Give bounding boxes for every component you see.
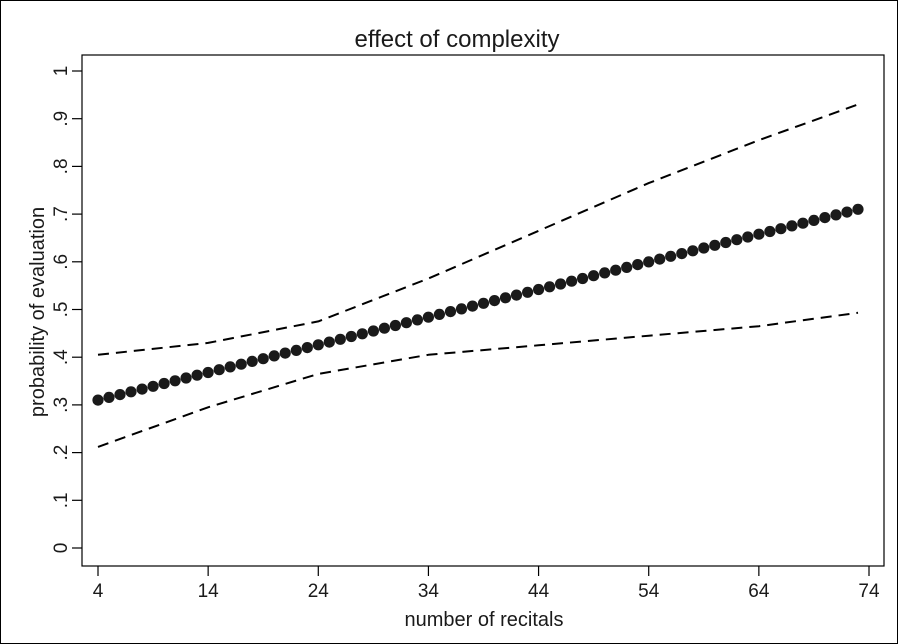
x-tick-label: 24 [308,581,330,602]
data-point [499,292,512,304]
data-point [147,380,159,392]
data-point [852,203,864,215]
y-tick-label: .9 [51,111,72,127]
data-point [169,375,181,387]
x-tick-label: 34 [418,581,440,602]
x-tick-label: 44 [528,581,550,602]
y-tick-label: .2 [51,445,72,461]
x-tick-label: 14 [198,581,220,602]
chart-title: effect of complexity [355,26,560,53]
x-axis-label: number of recitals [405,609,564,631]
data-point [268,350,280,362]
data-point [841,206,853,218]
data-point [720,236,732,249]
data-point [422,311,434,323]
x-tick-label: 64 [748,581,770,602]
y-tick-label: .8 [51,158,72,174]
data-point [301,342,313,354]
data-point [246,355,258,367]
data-point [224,361,236,373]
data-point [279,347,291,359]
y-tick-label: .6 [51,254,72,270]
data-point [411,314,423,326]
plot-area [81,54,885,567]
data-point [345,330,357,343]
data-point [367,325,379,337]
data-point [577,272,589,285]
data-point [544,281,556,293]
data-point [466,300,479,312]
y-tick-label: .4 [51,349,72,365]
y-tick-label: .3 [51,397,72,413]
data-point [819,212,831,224]
data-point [709,239,721,251]
data-point [158,377,170,390]
data-point [202,366,214,379]
data-point [621,261,633,273]
y-tick-label: 0 [51,543,72,554]
data-point [676,248,688,260]
data-point [632,259,644,271]
data-point [566,275,578,287]
data-point [323,336,335,348]
data-point [599,267,611,279]
data-point [400,317,412,329]
data-point [555,278,567,290]
data-point [180,372,192,384]
data-point [444,306,457,318]
y-tick-label: 1 [51,66,72,77]
data-point [731,234,743,246]
data-point [775,223,787,235]
data-point [742,231,754,243]
data-point [764,225,776,238]
data-point [103,391,115,403]
data-point [522,286,534,298]
data-point [654,253,666,265]
y-tick-label: .1 [51,492,72,508]
data-point [455,303,468,315]
data-point [356,328,368,340]
data-point [433,308,445,320]
data-point [235,358,247,370]
data-point [753,228,765,240]
y-tick-label: .5 [51,302,72,318]
data-point [488,295,501,307]
data-point [290,344,302,356]
data-point [191,369,203,381]
data-point [389,319,401,332]
data-point [588,270,600,282]
data-point [92,394,104,406]
y-tick-label: .7 [51,206,72,222]
y-axis-label: probability of evaluation [27,207,49,417]
data-point [125,386,137,398]
x-tick-label: 4 [93,581,104,602]
data-point [114,389,126,401]
data-point [378,322,390,334]
data-point [136,383,148,395]
data-point [533,283,545,296]
data-point [786,220,798,232]
lower-ci-line [97,311,859,448]
data-point [477,297,490,309]
data-point [257,353,269,365]
data-point [312,339,324,351]
data-point [698,242,710,254]
x-tick-label: 54 [638,581,660,602]
data-point [510,289,523,301]
data-point [213,364,225,376]
data-point [610,264,622,276]
x-tick-label: 74 [858,581,880,602]
data-point [687,245,699,257]
data-point [830,209,842,221]
data-point [665,250,677,262]
data-point [334,333,346,345]
upper-ci-line [97,103,859,356]
data-point [808,214,820,226]
data-point [797,217,809,229]
data-point [643,256,655,268]
